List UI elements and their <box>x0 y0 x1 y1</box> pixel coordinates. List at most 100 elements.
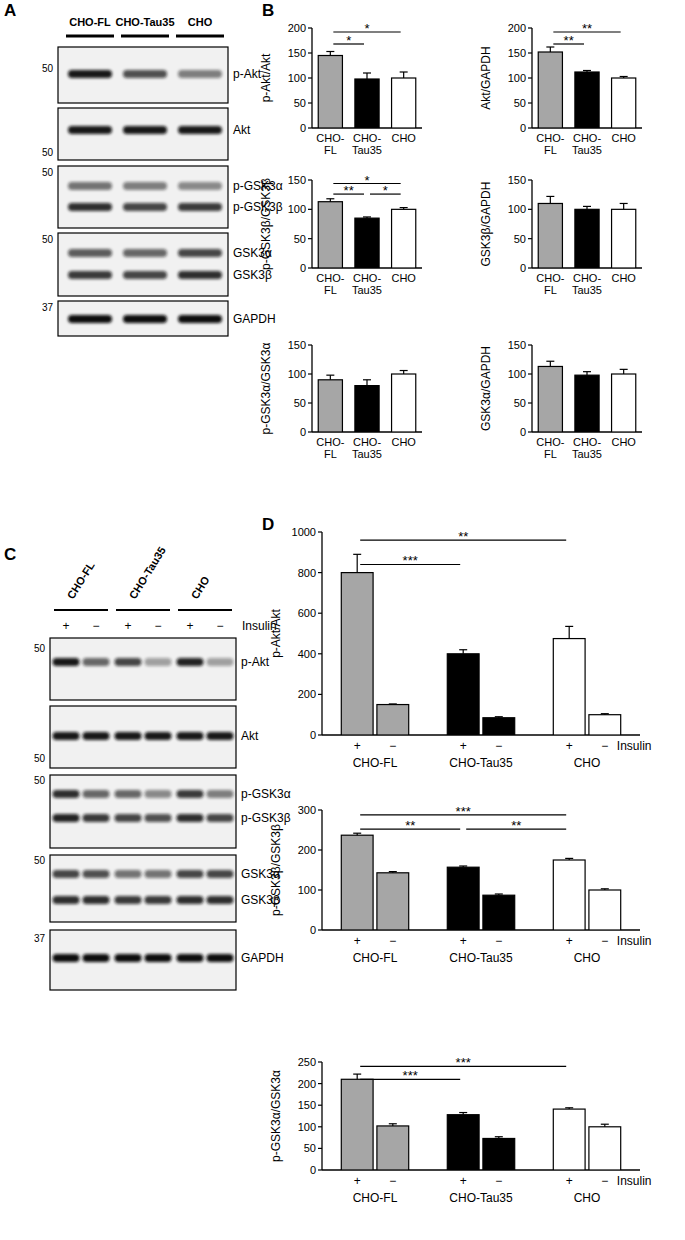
group-label: CHO <box>574 951 601 965</box>
mw-marker: 50 <box>34 753 46 764</box>
error-bar <box>400 72 408 78</box>
protein-label: p-Akt <box>233 67 262 81</box>
error-bar <box>353 1074 361 1079</box>
bar <box>538 203 562 268</box>
y-tick <box>308 52 312 53</box>
figure: ABCDCHO-FLCHO-Tau35CHOp-Akt50Akt50p-GSK3… <box>0 0 685 1240</box>
y-tick <box>318 1083 322 1084</box>
y-tick <box>528 52 532 53</box>
lane-label: CHO <box>188 16 213 28</box>
y-tick <box>528 267 532 268</box>
bar-chart: 050100150p-GSK3β/GSK3βCHO-FLCHO-Tau35CHO… <box>259 173 422 296</box>
y-tick-label: 0 <box>300 122 306 134</box>
x-tick-label: CHO-Tau35 <box>352 132 382 156</box>
blot-band <box>68 126 112 134</box>
mw-marker: 50 <box>42 63 54 74</box>
marks <box>318 199 416 268</box>
significance-label: ** <box>405 818 415 833</box>
blot-band <box>178 70 222 78</box>
error-bar <box>583 372 591 375</box>
y-tick <box>528 127 532 128</box>
y-tick-label: 0 <box>520 122 526 134</box>
y-tick <box>528 209 532 210</box>
significance-label: * <box>346 33 351 48</box>
bar <box>553 860 585 930</box>
blot-band <box>178 203 222 211</box>
lane-bar <box>66 35 114 38</box>
error-stem <box>463 650 464 654</box>
error-bar <box>363 73 371 79</box>
error-bar <box>389 872 397 873</box>
blot-panel: CHO-FLCHO-Tau35CHOp-Akt50Akt50p-GSK3αp-G… <box>42 16 283 336</box>
error-bar <box>400 371 408 374</box>
y-tick <box>318 653 322 654</box>
y-tick-label: 0 <box>310 1164 316 1176</box>
error-stem <box>366 380 367 386</box>
treatment-label: − <box>216 619 223 633</box>
y-tick <box>308 77 312 78</box>
y-tick-label: 0 <box>300 426 306 438</box>
error-bar <box>601 889 609 890</box>
y-tick-label: 100 <box>298 884 316 896</box>
y-tick-label: 150 <box>508 339 526 351</box>
error-cap <box>363 72 371 73</box>
x-tick-label: + <box>354 739 361 753</box>
mw-marker: 50 <box>34 643 46 654</box>
error-cap <box>353 554 361 555</box>
blot-band <box>83 814 110 822</box>
significance-label: *** <box>456 804 471 819</box>
x-tick-label: CHO-FL <box>316 272 344 296</box>
x-tick-label: CHO <box>611 272 636 284</box>
label-line: CHO- <box>536 132 564 144</box>
x-tick-label: − <box>601 934 608 948</box>
error-cap <box>400 207 408 208</box>
lane-bar <box>54 609 108 611</box>
x-tick-label: + <box>460 934 467 948</box>
x-tick-label: CHO-FL <box>316 436 344 460</box>
marks <box>341 554 620 735</box>
blot-box <box>58 47 228 103</box>
x-tick-label: + <box>566 739 573 753</box>
mw-marker: 50 <box>42 167 54 178</box>
lane-bar <box>121 35 169 38</box>
group-label: CHO-FL <box>353 1191 398 1205</box>
y-tick <box>318 1148 322 1149</box>
y-tick-label: 100 <box>288 368 306 380</box>
group-label: CHO-FL <box>353 951 398 965</box>
x-tick-label: CHO-FL <box>536 272 564 296</box>
blot-box <box>50 775 236 848</box>
y-tick <box>308 373 312 374</box>
y-tick <box>318 694 322 695</box>
marks <box>318 371 416 432</box>
x-tick-label: CHO <box>611 436 636 448</box>
error-cap <box>326 375 334 376</box>
label-line: FL <box>544 448 557 460</box>
error-cap <box>620 203 628 204</box>
error-cap <box>363 216 371 217</box>
bar <box>318 202 342 268</box>
significance-label: *** <box>403 1068 418 1083</box>
blot-band <box>145 658 172 666</box>
error-cap <box>459 1112 467 1113</box>
protein-label: Akt <box>241 729 259 743</box>
y-tick <box>318 531 322 532</box>
bar <box>355 386 379 432</box>
y-tick-label: 0 <box>520 426 526 438</box>
y-tick-label: 50 <box>514 233 526 245</box>
label-line: CHO- <box>316 132 344 144</box>
significance-label: * <box>364 21 369 36</box>
blot-band <box>68 249 112 257</box>
protein-label: GAPDH <box>233 312 276 326</box>
blot-box <box>58 301 228 336</box>
lane-label: CHO-FL <box>65 559 97 601</box>
label-line: Tau35 <box>352 448 382 460</box>
x-tick-label: CHO <box>391 272 416 284</box>
error-bar <box>620 77 628 79</box>
label-line: Tau35 <box>572 284 602 296</box>
protein-label: p-GSK3α <box>233 179 283 193</box>
error-bar <box>565 858 573 860</box>
error-cap <box>565 1107 573 1108</box>
error-bar <box>353 554 361 572</box>
blot-band <box>68 182 112 190</box>
error-cap <box>400 370 408 371</box>
